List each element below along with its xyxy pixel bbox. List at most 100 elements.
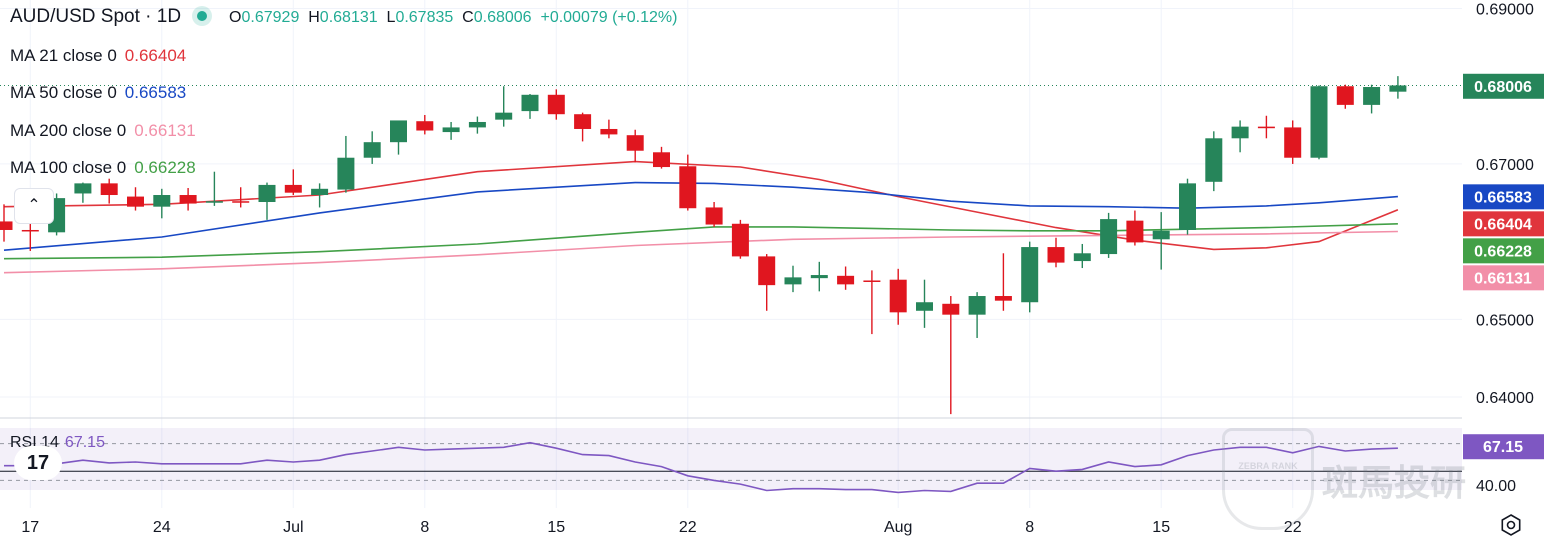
candle-body (311, 188, 329, 196)
ma-line (3, 160, 1399, 251)
candle-body (100, 183, 118, 196)
indicator-label: MA 50 close 0 (10, 83, 117, 102)
shield-logo-icon: ZEBRA RANK (1222, 428, 1314, 530)
high-label: H (308, 9, 320, 26)
candle-body (863, 280, 881, 282)
indicator-ma21[interactable]: MA 21 close 0 0.66404 (10, 46, 186, 66)
rsi-value: 67.15 (64, 434, 105, 451)
indicator-value: 0.66583 (124, 83, 187, 102)
rsi-level-label: 40.00 (1476, 478, 1516, 495)
price-badge-label: 0.66228 (1474, 243, 1532, 260)
moving-averages (3, 160, 1399, 274)
candle-body (810, 275, 828, 279)
x-tick-label: 17 (21, 519, 39, 536)
candle-body (1021, 247, 1039, 303)
indicator-ma50[interactable]: MA 50 close 0 0.66583 (10, 83, 186, 103)
price-badge-label: 0.68006 (1474, 79, 1532, 96)
candle-body (784, 277, 802, 285)
candlestick-series (0, 76, 1407, 415)
open-value: 0.67929 (241, 9, 300, 26)
candle-body (258, 184, 276, 203)
rsi-badge (1463, 434, 1544, 460)
candle-body (1047, 247, 1065, 263)
candle-body (994, 296, 1012, 301)
candle-body (679, 166, 697, 209)
chart-legend: AUD/USD Spot · 1D O0.67929 H0.68131 L0.67… (10, 6, 677, 28)
candle-body (1205, 138, 1223, 182)
price-badge-label: 0.66583 (1474, 189, 1532, 206)
high-value: 0.68131 (319, 9, 378, 26)
candle-body (337, 157, 355, 190)
candle-body (1152, 230, 1170, 240)
x-tick-label: 22 (679, 519, 697, 536)
indicator-label: MA 200 close 0 (10, 121, 127, 140)
candle-body (1284, 127, 1302, 158)
candle-body (1363, 87, 1381, 105)
tradingview-logo-icon[interactable]: 17 (14, 446, 62, 480)
price-badge (1463, 265, 1544, 291)
y-tick-label: 0.67000 (1476, 157, 1534, 174)
change-value: +0.00079 (+0.12%) (540, 9, 678, 26)
price-badges: 0.68006 0.66583 0.66404 0.66228 0.66131 (1463, 73, 1544, 291)
y-tick-label: 0.65000 (1476, 312, 1534, 329)
time-axis[interactable]: 17 24 Jul 8 15 22 Aug 8 15 22 (21, 519, 1301, 536)
indicator-value: 0.66131 (134, 121, 196, 140)
rsi-pane: 67.15 40.00 (0, 434, 1544, 495)
candle-body (574, 114, 592, 129)
collapse-legend-button[interactable]: ⌃ (14, 188, 54, 224)
candle-body (837, 275, 855, 285)
price-axis[interactable]: 0.69000 0.67000 0.65000 0.64000 (1476, 2, 1534, 407)
close-value: 0.68006 (473, 9, 532, 26)
candle-body (468, 121, 486, 128)
indicator-value: 0.66228 (134, 158, 196, 177)
low-value: 0.67835 (395, 9, 454, 26)
x-tick-label: 15 (547, 519, 565, 536)
candle-body (363, 142, 381, 158)
ma-line (3, 230, 1398, 274)
symbol-title[interactable]: AUD/USD Spot · 1D (10, 6, 182, 27)
candle-body (179, 195, 197, 204)
candle-body (205, 201, 223, 203)
candle-body (127, 196, 144, 207)
price-badge (1463, 211, 1544, 237)
x-tick-label: 15 (1152, 519, 1170, 536)
candle-body (1073, 253, 1091, 262)
open-label: O (229, 9, 242, 26)
price-badge-label: 0.66131 (1474, 270, 1532, 287)
candle-body (521, 94, 539, 112)
rsi-badge-label: 67.15 (1483, 439, 1523, 456)
candle-body (600, 128, 618, 135)
live-dot-icon (197, 11, 208, 22)
indicator-ma200[interactable]: MA 200 close 0 0.66131 (10, 121, 196, 141)
candle-body (284, 184, 302, 193)
price-badge (1463, 73, 1544, 99)
candle-body (232, 201, 250, 203)
watermark-text: 斑馬投研 (1322, 463, 1467, 504)
ohlc-values: O0.67929 H0.68131 L0.67835 C0.68006 +0.0… (229, 9, 677, 26)
indicator-label: MA 100 close 0 (10, 158, 127, 177)
ma-line (3, 181, 1398, 251)
candle-body (916, 302, 933, 311)
y-tick-label: 0.69000 (1476, 2, 1534, 19)
candle-body (21, 229, 39, 232)
x-tick-label: Aug (884, 519, 912, 536)
candle-body (968, 296, 986, 315)
candle-body (1310, 86, 1328, 158)
x-tick-label: 8 (1025, 519, 1034, 536)
candle-body (1100, 219, 1118, 255)
gear-icon[interactable] (1500, 514, 1522, 536)
candle-body (442, 127, 460, 133)
y-tick-label: 0.64000 (1476, 390, 1534, 407)
candle-body (390, 120, 407, 143)
candle-body (153, 195, 171, 207)
candle-body (495, 112, 513, 120)
watermark-brand: ZEBRA RANK (1238, 461, 1298, 471)
indicator-ma100[interactable]: MA 100 close 0 0.66228 (10, 158, 196, 178)
candle-body (1257, 126, 1275, 129)
x-tick-label: 24 (153, 519, 171, 536)
candle-body (74, 183, 92, 194)
candle-body (942, 303, 960, 315)
candle-body (731, 223, 749, 257)
candle-body (1231, 126, 1249, 139)
